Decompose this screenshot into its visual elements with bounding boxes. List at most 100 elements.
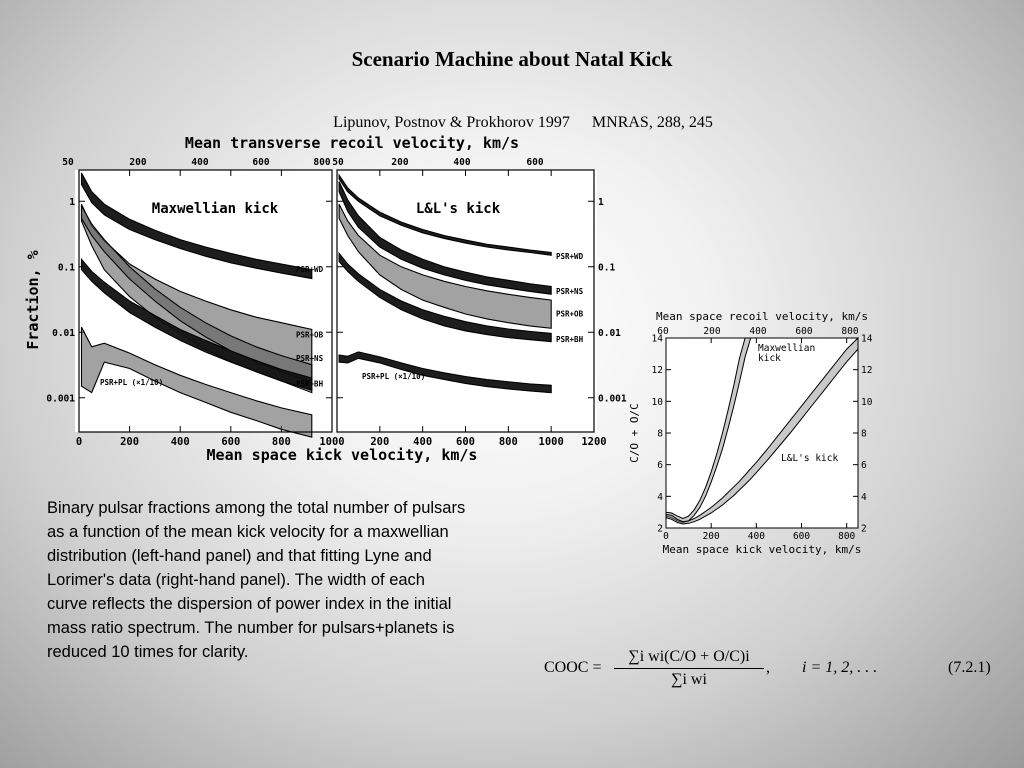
equation-denominator: ∑i wi xyxy=(671,671,707,688)
x-tick-label: 600 xyxy=(793,531,810,542)
plot-frame xyxy=(665,337,859,529)
y-tick-label: 14 xyxy=(652,334,664,345)
equation-comma: , xyxy=(766,659,770,676)
slide-title: Scenario Machine about Natal Kick xyxy=(351,47,673,71)
series-label: PSR+NS xyxy=(556,287,584,296)
figure-background xyxy=(666,338,858,528)
bottom-axis-label: Mean space kick velocity, km/s xyxy=(207,446,478,464)
top-tick-label: 400 xyxy=(453,157,470,168)
panel-title-maxwellian: Maxwellian kick xyxy=(152,201,279,217)
y-tick-label: 10 xyxy=(861,397,873,408)
reference-journal: MNRAS, 288, 245 xyxy=(591,114,713,131)
x-tick-label: 0 xyxy=(76,436,82,448)
top-tick-label: 400 xyxy=(749,326,766,337)
series-label: PSR+OB xyxy=(296,331,324,340)
x-tick-label: 400 xyxy=(413,436,432,448)
top-tick-label: 800 xyxy=(841,326,858,337)
x-tick-label: 800 xyxy=(838,531,855,542)
x-tick-label: 200 xyxy=(703,531,720,542)
bottom-axis-label: Mean space kick velocity, km/s xyxy=(663,543,862,556)
y-tick-label: 8 xyxy=(657,429,663,440)
series-band xyxy=(338,203,552,329)
x-tick-label: 400 xyxy=(748,531,765,542)
x-tick-label: 800 xyxy=(499,436,518,448)
x-tick-label: 400 xyxy=(171,436,190,448)
x-tick-label: 600 xyxy=(221,436,240,448)
equation-index: i = 1, 2, . . . xyxy=(802,659,878,676)
cooc-equation: COOC = ∑i wi(C/O + O/C)i ∑i wi , i = 1, … xyxy=(540,648,1000,696)
curve-label-maxwellian: Maxwellian kick xyxy=(758,343,815,364)
binary-fraction-figure: Mean transverse recoil velocity, km/s Me… xyxy=(24,134,627,464)
x-tick-label: 1000 xyxy=(539,436,564,448)
y-tick-label: 8 xyxy=(861,429,867,440)
x-tick-label: 1200 xyxy=(581,436,606,448)
y-tick-label: 10 xyxy=(652,397,664,408)
y-tick-label: 0.01 xyxy=(598,328,621,339)
curve-label-ll: L&L's kick xyxy=(781,453,838,464)
panel-frame xyxy=(336,169,595,433)
equation-fraction: ∑i wi(C/O + O/C)i ∑i wi xyxy=(614,648,764,689)
y-tick-label: 2 xyxy=(657,524,663,535)
figure-caption: Binary pulsar fractions among the total … xyxy=(47,499,466,661)
equation-lhs: COOC = xyxy=(544,659,602,676)
top-tick-label: 200 xyxy=(129,157,146,168)
series-band xyxy=(338,181,552,295)
x-tick-label: 800 xyxy=(272,436,291,448)
series-label: PSR+WD xyxy=(556,252,584,261)
top-tick-label: 800 xyxy=(313,157,330,168)
y-tick-label: 0.1 xyxy=(598,262,615,273)
series-band xyxy=(338,251,552,343)
series-label: PSR+OB xyxy=(556,310,584,319)
series-label: PSR+WD xyxy=(296,265,324,274)
reference-authors: Lipunov, Postnov & Prokhorov 1997 xyxy=(333,114,570,131)
reference-line: Lipunov, Postnov & Prokhorov 1997 MNRAS, … xyxy=(0,114,1024,132)
top-tick-label: 600 xyxy=(252,157,269,168)
x-tick-label: 1000 xyxy=(319,436,344,448)
y-tick-label: 0.001 xyxy=(46,393,75,404)
cooc-figure: Mean space recoil velocity, km/s Mean sp… xyxy=(628,310,873,556)
x-tick-label: 600 xyxy=(456,436,475,448)
y-tick-label: 6 xyxy=(861,460,867,471)
series-band xyxy=(338,173,552,256)
x-tick-label: 0 xyxy=(663,531,669,542)
y-tick-label: 0.01 xyxy=(52,328,75,339)
y-tick-label: 1 xyxy=(69,197,75,208)
y-tick-label: 4 xyxy=(861,492,867,503)
top-tick-label: 200 xyxy=(703,326,720,337)
series-label: PSR+BH xyxy=(296,380,324,389)
equation-number: (7.2.1) xyxy=(948,659,991,676)
series-band xyxy=(80,257,313,392)
top-tick-label: 600 xyxy=(526,157,543,168)
y-tick-label: 6 xyxy=(657,460,663,471)
equation-numerator: ∑i wi(C/O + O/C)i xyxy=(614,648,764,669)
y-tick-label: 14 xyxy=(861,334,873,345)
y-tick-label: 12 xyxy=(861,365,872,376)
top-axis-label: Mean transverse recoil velocity, km/s xyxy=(185,134,519,152)
x-tick-label: 200 xyxy=(120,436,139,448)
series-band xyxy=(338,351,552,394)
top-tick-label: 60 xyxy=(657,326,669,337)
panel-title-ll: L&L's kick xyxy=(416,201,501,217)
y-tick-label: 1 xyxy=(598,197,604,208)
series-label: PSR+NS xyxy=(296,354,324,363)
series-band xyxy=(80,172,313,280)
y-tick-label: 0.1 xyxy=(58,262,75,273)
y-axis-label: C/O + O/C xyxy=(628,403,641,463)
panel-frame xyxy=(78,169,333,433)
y-tick-label: 12 xyxy=(652,365,663,376)
y-tick-label: 4 xyxy=(657,492,663,503)
top-axis-label: Mean space recoil velocity, km/s xyxy=(656,310,868,323)
top-tick-label: 600 xyxy=(795,326,812,337)
y-tick-label: 0.001 xyxy=(598,393,627,404)
top-tick-label: 50 xyxy=(332,157,344,168)
y-tick-label: 2 xyxy=(861,524,867,535)
x-tick-label: 200 xyxy=(370,436,389,448)
series-band xyxy=(80,326,313,438)
series-label: PSR+BH xyxy=(556,335,584,344)
series-label: PSR+PL (×1/10) xyxy=(100,378,163,387)
top-tick-label: 200 xyxy=(391,157,408,168)
series-label: PSR+PL (×1/10) xyxy=(362,372,425,381)
top-tick-label: 50 xyxy=(62,157,74,168)
top-tick-label: 400 xyxy=(191,157,208,168)
y-axis-label: Fraction, % xyxy=(24,250,42,349)
